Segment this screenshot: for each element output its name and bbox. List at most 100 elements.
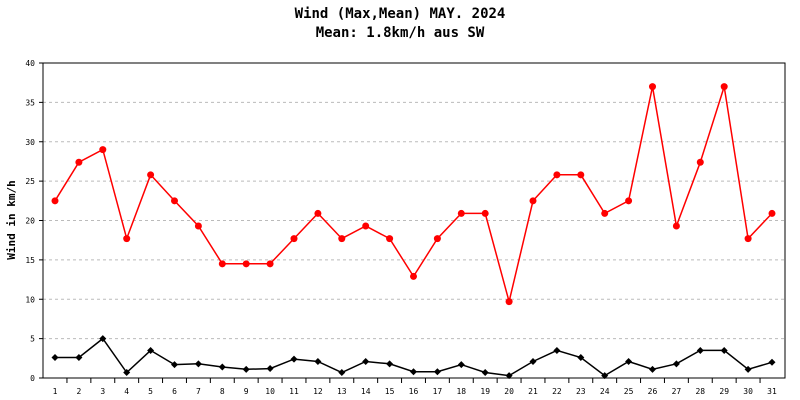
series-0-point (171, 197, 178, 205)
series-0-line (54, 86, 773, 302)
series-0-point (147, 171, 155, 179)
x-tick-label: 5 (148, 387, 153, 396)
series-1-point (577, 354, 585, 362)
y-axis-label: Wind in km/h (5, 180, 18, 259)
y-tick-label: 30 (25, 138, 35, 147)
x-tick-label: 22 (552, 387, 562, 396)
series-1-point (147, 346, 155, 354)
series-1-point (242, 365, 250, 373)
y-axis-ticks: 0 5 10 15 20 25 30 35 40 (25, 59, 43, 383)
y-tick-label: 0 (30, 374, 35, 383)
series-1-point (625, 357, 633, 365)
series-0-point (601, 209, 609, 217)
series-1-point (529, 357, 537, 365)
x-tick-label: 8 (220, 387, 225, 396)
series-1-point (457, 361, 465, 369)
x-tick-label: 4 (124, 387, 129, 396)
x-tick-label: 11 (289, 387, 299, 396)
series-1-point (314, 357, 322, 365)
y-tick-label: 20 (25, 217, 35, 226)
series-1-point (672, 360, 680, 368)
series-0-point (123, 235, 131, 243)
series-1-point (123, 368, 131, 376)
x-tick-label: 1 (53, 387, 58, 396)
y-tick-label: 15 (25, 256, 35, 265)
x-tick-label: 27 (672, 387, 682, 396)
series-0-point (768, 209, 776, 217)
y-tick-label: 40 (25, 59, 35, 68)
series-1-point (194, 360, 202, 368)
series-1-point (481, 368, 489, 376)
x-tick-label: 3 (100, 387, 105, 396)
series-0-point (457, 209, 465, 217)
x-tick-label: 17 (433, 387, 443, 396)
x-tick-label: 9 (244, 387, 249, 396)
series-1-point (75, 354, 83, 362)
x-tick-label: 26 (648, 387, 658, 396)
series-0-point (720, 83, 728, 91)
x-tick-label: 19 (480, 387, 490, 396)
series-0-point (99, 146, 107, 154)
series-0-point (481, 209, 489, 217)
series-0-point (744, 235, 752, 243)
series-0-point (266, 260, 274, 268)
series-0-point (242, 260, 250, 268)
x-tick-label: 15 (385, 387, 395, 396)
series-0-point (75, 158, 83, 166)
series-0-point (625, 197, 633, 205)
chart-subtitle: Mean: 1.8km/h aus SW (316, 25, 485, 41)
series-1-point (649, 365, 656, 373)
x-tick-label: 31 (767, 387, 777, 396)
series-0-point (290, 235, 298, 243)
x-tick-label: 20 (504, 387, 514, 396)
y-tick-label: 10 (25, 295, 35, 304)
x-tick-label: 21 (528, 387, 538, 396)
x-tick-label: 23 (576, 387, 586, 396)
series-1-point (218, 363, 226, 371)
series-0-point (649, 83, 656, 91)
x-tick-label: 24 (600, 387, 610, 396)
series-1-point (505, 372, 513, 380)
series-layer (51, 83, 776, 380)
y-tick-label: 5 (30, 335, 35, 344)
series-0-point (338, 235, 346, 243)
series-0-point (672, 222, 680, 230)
y-tick-label: 25 (25, 177, 35, 186)
series-0-point (553, 171, 561, 179)
series-0-point (696, 158, 704, 166)
series-0-point (314, 209, 322, 217)
series-1-point (768, 358, 776, 366)
series-1-point (99, 335, 107, 343)
x-tick-label: 12 (313, 387, 323, 396)
x-tick-label: 13 (337, 387, 347, 396)
x-tick-label: 18 (456, 387, 466, 396)
x-tick-label: 25 (624, 387, 634, 396)
series-0-point (362, 222, 370, 230)
series-0-point (433, 235, 441, 243)
series-1-point (410, 368, 417, 376)
x-tick-label: 30 (743, 387, 753, 396)
series-0-point (529, 197, 537, 205)
x-tick-label: 2 (76, 387, 81, 396)
series-0-point (218, 260, 226, 268)
series-0-point (577, 171, 585, 179)
series-0-point (194, 222, 202, 230)
series-1-point (290, 355, 298, 363)
series-1-point (338, 368, 346, 376)
series-1-point (171, 361, 178, 369)
series-0-point (505, 298, 513, 306)
x-tick-label: 6 (172, 387, 177, 396)
series-1-point (601, 372, 609, 380)
series-0-point (386, 235, 394, 243)
x-tick-label: 29 (719, 387, 729, 396)
series-1-point (696, 346, 704, 354)
series-0-point (51, 197, 59, 205)
x-tick-label: 14 (361, 387, 371, 396)
x-tick-label: 28 (695, 387, 705, 396)
chart-title: Wind (Max,Mean) MAY. 2024 (295, 6, 506, 22)
x-tick-label: 7 (196, 387, 201, 396)
series-0-point (410, 272, 417, 280)
series-1-point (362, 357, 370, 365)
y-tick-label: 35 (25, 98, 35, 107)
